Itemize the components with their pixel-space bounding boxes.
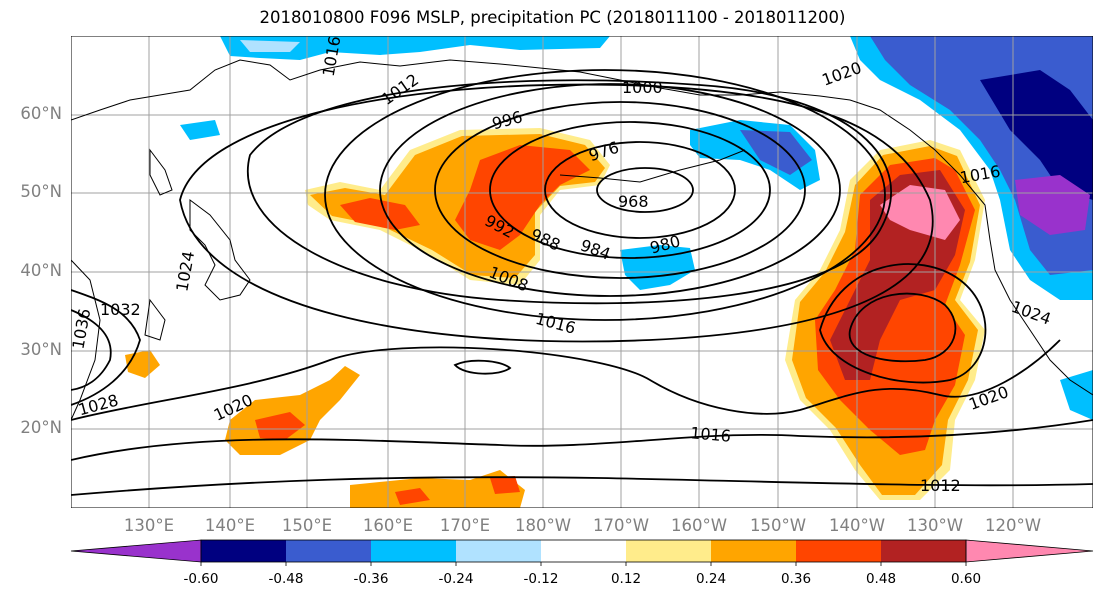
colorbar-segment — [286, 540, 371, 562]
colorbar-segment — [796, 540, 881, 562]
colorbar-tick-label: -0.36 — [353, 571, 389, 587]
coastlines — [71, 59, 1093, 421]
colorbar-tick-label: 0.48 — [865, 571, 897, 587]
colorbar-segment — [541, 540, 626, 562]
contour-label: 1016 — [689, 423, 731, 445]
colorbar-tick-label: -0.60 — [183, 571, 219, 587]
colorbar-tick-label: -0.12 — [523, 571, 559, 587]
lon-label: 170°W — [592, 516, 650, 535]
lat-label: 60°N — [20, 104, 62, 123]
lat-label: 20°N — [20, 418, 62, 437]
map-title: 2018010800 F096 MSLP, precipitation PC (… — [259, 8, 846, 27]
lat-label: 30°N — [20, 340, 62, 359]
lon-label: 160°W — [670, 516, 728, 535]
lon-label: 180°W — [514, 516, 572, 535]
colorbar-segment — [626, 540, 711, 562]
colorbar-segment — [881, 540, 966, 562]
colorbar-segment — [456, 540, 541, 562]
contour-label: 1036 — [68, 307, 94, 350]
isobars — [71, 69, 1093, 496]
contour-label: 1032 — [100, 300, 141, 319]
lon-label: 140°W — [828, 516, 886, 535]
map-panel: 1000 996 976 968 992 988 984 980 1008 10… — [68, 36, 1093, 508]
lon-label: 120°W — [984, 516, 1042, 535]
colorbar-segment — [201, 540, 286, 562]
lon-label: 170°E — [439, 516, 491, 535]
lon-label: 150°E — [281, 516, 333, 535]
lat-label: 40°N — [20, 261, 62, 280]
colorbar-extend-min — [70, 539, 202, 563]
lon-label: 130°W — [906, 516, 964, 535]
colorbar-tick-label: 0.24 — [695, 571, 727, 587]
colorbar-tick-label: 0.60 — [950, 571, 982, 587]
colorbar-tick-label: 0.12 — [610, 571, 642, 587]
contour-label: 1012 — [920, 476, 961, 495]
colorbar-segment — [711, 540, 796, 562]
negative-precip-regions — [180, 36, 1093, 420]
colorbar-tick-label: -0.24 — [438, 571, 474, 587]
lon-label: 140°E — [204, 516, 256, 535]
colorbar-tick-label: 0.36 — [780, 571, 812, 587]
lon-label: 160°E — [362, 516, 414, 535]
lon-label: 150°W — [749, 516, 807, 535]
colorbar — [70, 539, 1094, 566]
colorbar-tick-label: -0.48 — [268, 571, 304, 587]
contour-label: 968 — [618, 192, 649, 211]
contour-label: 1000 — [622, 78, 663, 97]
colorbar-segment — [371, 540, 456, 562]
lon-label: 130°E — [123, 516, 175, 535]
colorbar-extend-max — [965, 539, 1094, 563]
lat-label: 50°N — [20, 182, 62, 201]
